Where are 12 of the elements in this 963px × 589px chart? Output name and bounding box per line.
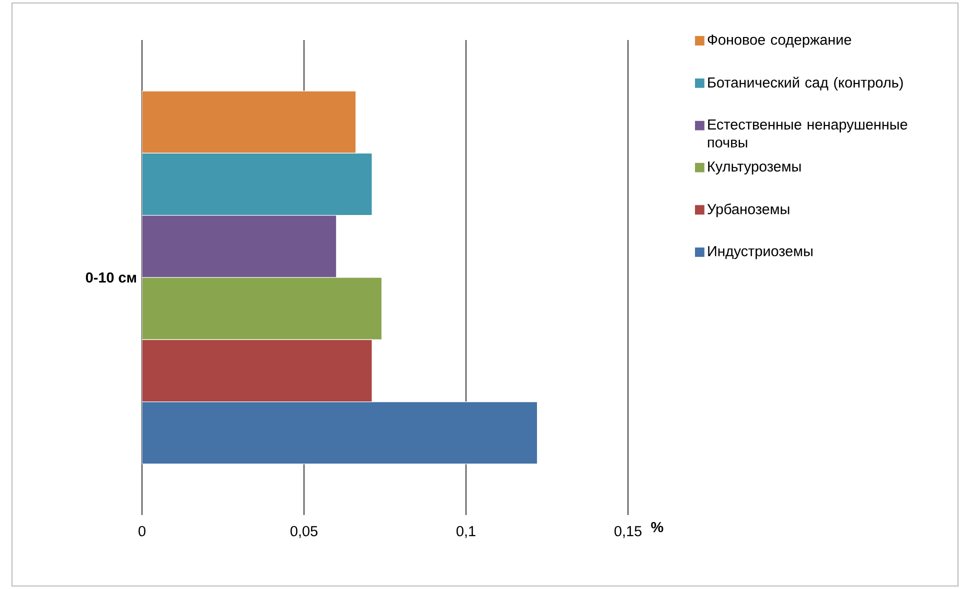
x-axis-title: % xyxy=(651,522,664,532)
legend-label: Урбаноземы xyxy=(707,204,790,218)
legend-label: Культуроземы xyxy=(708,162,801,174)
legend-label: Фоновое содержание xyxy=(708,34,852,48)
y-tick-label: 0-10 см xyxy=(86,272,136,283)
legend-label: Индустриоземы xyxy=(708,246,812,260)
legend-label: Естественные ненарушенные почвы xyxy=(708,120,908,148)
legend-label: Ботанический сад (контроль) xyxy=(708,76,903,90)
x-tick-label: 0,1 xyxy=(456,526,476,538)
x-tick-label: 0,15 xyxy=(614,526,642,538)
x-tick-label: 0 xyxy=(138,526,146,536)
x-tick-label: 0,05 xyxy=(290,526,318,538)
